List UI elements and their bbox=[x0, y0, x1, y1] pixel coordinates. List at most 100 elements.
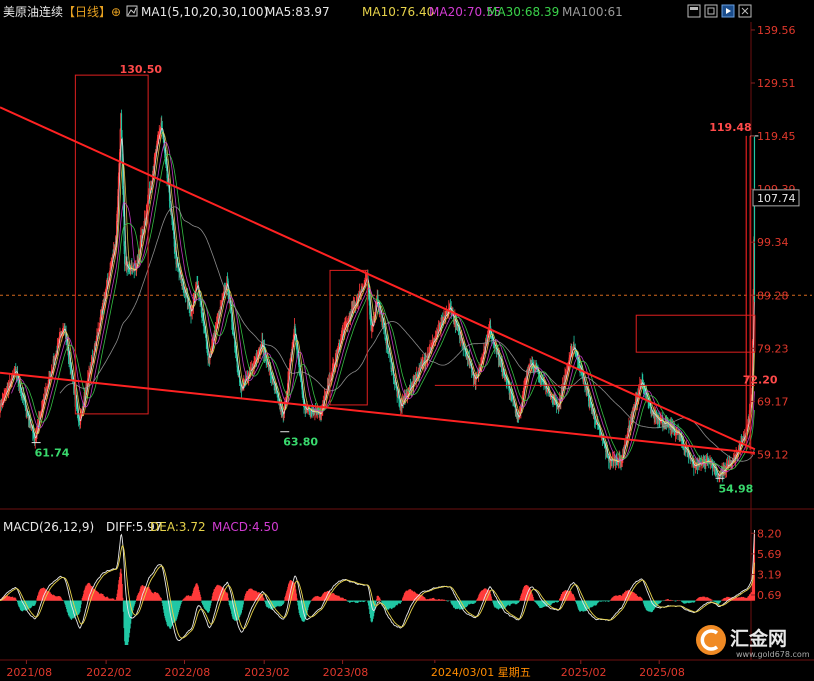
candle-body bbox=[393, 379, 395, 381]
trendline-lower bbox=[0, 371, 756, 454]
zoom-icon[interactable]: ⊕ bbox=[111, 5, 121, 19]
candle-body bbox=[398, 393, 400, 401]
candle-body bbox=[413, 378, 415, 382]
candle-body bbox=[644, 389, 646, 392]
candle-body bbox=[5, 391, 7, 394]
candle-body bbox=[576, 353, 578, 355]
brand-url: www.gold678.com bbox=[736, 650, 810, 659]
candle-body bbox=[687, 450, 689, 457]
candle-body bbox=[271, 376, 273, 380]
candle-body bbox=[88, 371, 90, 375]
candle-body bbox=[394, 380, 396, 383]
macd-plot[interactable] bbox=[0, 529, 756, 645]
candle-body bbox=[99, 323, 101, 329]
period-label[interactable]: 【日线】 bbox=[63, 5, 111, 19]
candle-body bbox=[205, 337, 207, 342]
candle-body bbox=[503, 371, 505, 376]
candle-body bbox=[260, 346, 262, 349]
ma-params[interactable]: MA1(5,10,20,30,100) bbox=[141, 5, 268, 19]
candle-body bbox=[171, 211, 173, 219]
candle-body bbox=[539, 374, 541, 380]
candle-body bbox=[359, 291, 361, 296]
candle-body bbox=[419, 367, 422, 369]
candle-body bbox=[310, 410, 312, 412]
candle-body bbox=[323, 396, 326, 402]
candle-body bbox=[68, 356, 70, 360]
candle-body bbox=[194, 294, 196, 296]
candle-body bbox=[410, 385, 412, 388]
chart-settings-icon[interactable] bbox=[126, 5, 138, 17]
candle-body bbox=[711, 461, 714, 468]
candle-body bbox=[369, 301, 371, 315]
candle-body bbox=[273, 381, 275, 385]
instrument-title: 美原油连续 bbox=[3, 4, 63, 19]
candle-body bbox=[475, 375, 478, 378]
candle-body bbox=[374, 314, 376, 317]
close-icon[interactable] bbox=[738, 4, 752, 18]
restore-icon[interactable] bbox=[704, 4, 718, 18]
candle-body bbox=[449, 305, 451, 307]
candle-body bbox=[59, 333, 61, 337]
candle-body bbox=[412, 384, 414, 387]
candle-body bbox=[311, 411, 313, 413]
window-icon[interactable] bbox=[687, 4, 701, 18]
candle-body bbox=[82, 408, 84, 411]
candle-body bbox=[178, 269, 180, 273]
candle-body bbox=[501, 364, 503, 371]
candle-body bbox=[619, 458, 621, 460]
candle-body bbox=[302, 396, 305, 402]
candle-body bbox=[124, 246, 126, 264]
candle-body bbox=[319, 413, 321, 415]
candle-body bbox=[533, 369, 535, 371]
candle-body bbox=[517, 414, 519, 417]
candle-body bbox=[206, 341, 208, 347]
candle-body bbox=[643, 388, 645, 390]
candle-body bbox=[151, 174, 154, 183]
candle-body bbox=[507, 381, 509, 384]
candle-body bbox=[578, 366, 581, 368]
candle-body bbox=[263, 346, 265, 353]
price-plot[interactable]: 130.50 61.74 63.80 54.98 119.48 72.20 bbox=[0, 63, 812, 496]
candle-body bbox=[97, 329, 99, 336]
trendline-upper bbox=[0, 106, 756, 451]
date-tick-label: 2021/08 bbox=[6, 666, 52, 679]
candle-body bbox=[490, 326, 492, 337]
candle-body bbox=[331, 367, 333, 375]
candle-body bbox=[499, 358, 501, 360]
candle-body bbox=[67, 346, 70, 357]
candle-body bbox=[382, 319, 384, 326]
candle-body bbox=[96, 335, 99, 336]
candle-body bbox=[296, 343, 298, 351]
candle-body bbox=[220, 307, 222, 308]
price-tick-label: 119.45 bbox=[757, 130, 796, 143]
candle-body bbox=[473, 377, 475, 379]
candle-body bbox=[249, 371, 251, 373]
candle-body bbox=[157, 136, 159, 139]
candle-body bbox=[49, 372, 51, 381]
candle-body bbox=[727, 464, 729, 467]
candle-body bbox=[681, 437, 683, 441]
candle-body bbox=[466, 356, 469, 358]
candle-body bbox=[713, 465, 715, 469]
candle-body bbox=[462, 344, 464, 346]
candle-body bbox=[408, 388, 410, 392]
candle-body bbox=[290, 353, 292, 359]
candle-body bbox=[569, 356, 571, 358]
candle-body bbox=[394, 381, 396, 383]
candle-body bbox=[648, 402, 651, 404]
candle-body bbox=[438, 327, 440, 329]
candle-body bbox=[392, 370, 395, 380]
candle-body bbox=[158, 132, 160, 136]
candle-body bbox=[494, 347, 496, 349]
candle-body bbox=[693, 465, 696, 468]
candle-body bbox=[512, 400, 515, 403]
candle-body bbox=[736, 452, 738, 455]
candle-body bbox=[83, 395, 85, 407]
candle-body bbox=[340, 337, 342, 339]
candle-body bbox=[675, 433, 677, 434]
candle-body bbox=[47, 379, 49, 386]
candle-body bbox=[260, 346, 263, 349]
next-icon[interactable] bbox=[721, 4, 735, 18]
candle-body bbox=[322, 404, 324, 408]
